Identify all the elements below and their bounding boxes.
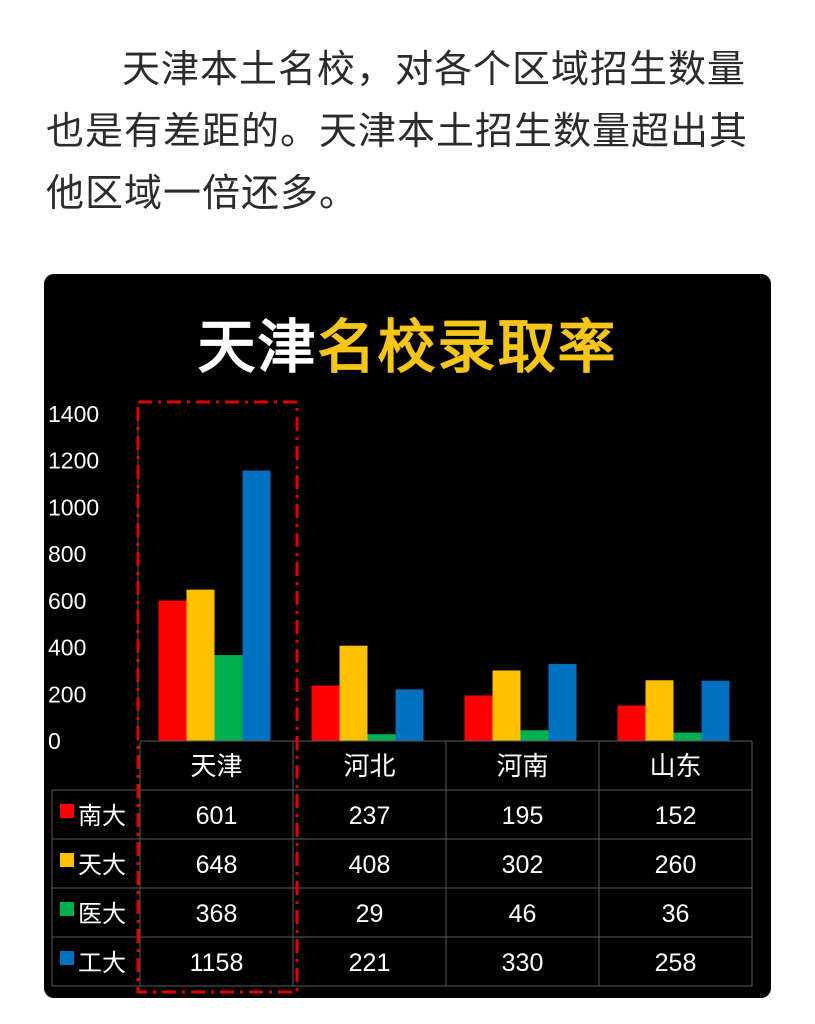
table-cell-value: 46: [509, 900, 537, 928]
legend-swatch: [60, 853, 74, 867]
chart-title-white: 天津: [197, 313, 318, 381]
category-label: 天津: [190, 752, 242, 782]
bar: [311, 685, 340, 741]
table-cell-value: 601: [196, 802, 238, 830]
bar: [395, 689, 424, 741]
bar: [214, 655, 243, 741]
bar: [701, 680, 730, 741]
bar: [339, 645, 368, 741]
highlight-box: [136, 400, 299, 994]
bar: [158, 600, 187, 741]
legend-label: 天大: [78, 851, 126, 879]
table-cell-value: 152: [655, 802, 697, 830]
table-cell-value: 302: [502, 851, 544, 879]
bar: [242, 470, 271, 741]
table-cell-value: 408: [349, 851, 391, 879]
bar: [464, 695, 493, 741]
legend-swatch: [60, 804, 74, 818]
y-tick-label: 1400: [48, 401, 99, 427]
table-cell-value: 260: [655, 851, 697, 879]
legend-swatch: [60, 902, 74, 916]
category-label: 山东: [649, 752, 701, 782]
bar: [673, 732, 702, 741]
bar: [645, 680, 674, 741]
table-cell-value: 258: [655, 949, 697, 977]
y-tick-label: 1200: [48, 448, 99, 474]
bar: [367, 734, 396, 741]
table-cell-value: 648: [196, 851, 238, 879]
category-label: 河北: [343, 752, 395, 782]
y-tick-label: 800: [48, 541, 86, 567]
bar: [492, 670, 521, 741]
table-cell-value: 29: [356, 900, 384, 928]
table-cell-value: 36: [662, 900, 690, 928]
y-tick-label: 0: [48, 728, 61, 754]
y-tick-label: 400: [48, 635, 86, 661]
chart-title-yellow: 名校录取率: [317, 313, 618, 381]
table-cell-value: 368: [196, 900, 238, 928]
bar: [186, 589, 215, 741]
y-tick-label: 200: [48, 681, 86, 707]
table-cell-value: 195: [502, 802, 544, 830]
table-cell-value: 237: [349, 802, 391, 830]
y-tick-label: 1000: [48, 494, 99, 520]
table-cell-value: 1158: [190, 949, 244, 977]
table-cell-value: 221: [349, 949, 391, 977]
y-tick-label: 600: [48, 588, 86, 614]
bar: [520, 730, 549, 741]
legend-label: 南大: [78, 802, 126, 830]
table-cell-value: 330: [502, 949, 544, 977]
legend-label: 工大: [78, 949, 126, 977]
legend-label: 医大: [78, 900, 126, 928]
chart-title: 天津名校录取率: [44, 300, 771, 384]
bar: [548, 663, 577, 741]
legend-swatch: [60, 951, 74, 965]
article-paragraph: 天津本土名校，对各个区域招生数量也是有差距的。天津本土招生数量超出其他区域一倍还…: [46, 47, 749, 215]
category-label: 河南: [496, 752, 548, 782]
chart-card: 天津名校录取率 0 200 400 600 800 1000 1200 1400 天津 河北 河南山…: [44, 274, 771, 998]
bar: [617, 705, 646, 741]
